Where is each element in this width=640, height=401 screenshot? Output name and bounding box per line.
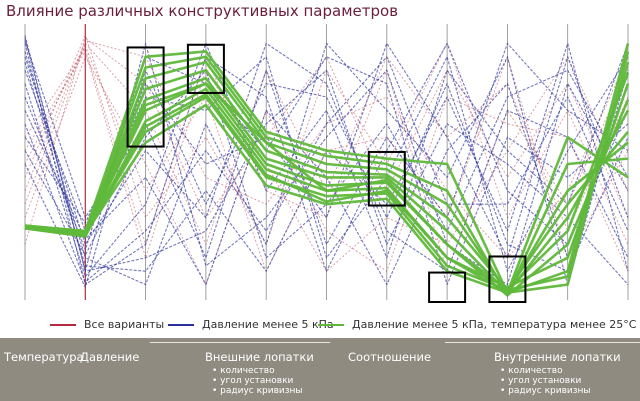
highlight-box: [428, 271, 467, 303]
legend-item-pressure: Давление менее 5 кПа: [168, 318, 334, 331]
legend-swatch-red: [50, 323, 76, 326]
footer-label-inner-blades: Внутренние лопатки: [494, 350, 621, 364]
series-line-all: [24, 48, 629, 272]
legend-label-pressure-temp: Давление менее 5 кПа, температура менее …: [352, 318, 637, 331]
highlight-box: [126, 46, 165, 148]
series-line-pressure-temp: [24, 76, 630, 294]
outer-item-radius: радиус кривизны: [212, 386, 302, 396]
footer-label-outer-blades: Внешние лопатки: [205, 350, 314, 364]
outer-item-count: количество: [212, 366, 303, 376]
legend-item-all: Все варианты: [50, 318, 164, 331]
highlight-boxes-group: [126, 43, 527, 304]
footer-label-ratio: Соотношение: [348, 350, 432, 364]
outer-group-line: [150, 342, 330, 343]
series-line-pressure-temp: [24, 43, 630, 294]
series-line-all: [24, 37, 629, 245]
series-line-pressure: [24, 69, 629, 259]
legend-label-pressure: Давление менее 5 кПа: [202, 318, 334, 331]
series-line-pressure-temp: [24, 60, 629, 294]
footer-label-temperature: Температура: [4, 350, 84, 364]
outer-item-angle: угол установки: [212, 376, 303, 386]
chart-title: Влияние различных конструктивных парамет…: [6, 2, 399, 20]
legend-item-pressure-temp: Давление менее 5 кПа, температура менее …: [318, 318, 636, 331]
series-line-pressure: [24, 56, 629, 272]
series-line-pressure: [24, 40, 629, 259]
legend-swatch-green: [318, 323, 344, 326]
series-line-pressure-temp: [24, 50, 629, 294]
footer-label-pressure: Давление: [80, 350, 140, 364]
series-line-pressure-temp: [24, 55, 629, 297]
series-line-pressure: [24, 37, 629, 285]
series-line-pressure: [24, 42, 629, 286]
series-line-pressure: [24, 42, 629, 272]
series-line-pressure-temp: [24, 68, 629, 292]
parallel-coordinates-chart: [24, 24, 630, 304]
highlight-box: [488, 255, 527, 304]
series-line-all: [24, 42, 629, 245]
inner-item-angle: угол установки: [500, 376, 591, 386]
inner-item-count: количество: [500, 366, 591, 376]
series-line-pressure-temp: [24, 51, 630, 294]
series-line-pressure-temp: [24, 72, 630, 292]
inner-item-radius: радиус кривизны: [500, 386, 590, 396]
highlight-box: [186, 43, 225, 94]
outer-blades-list: количество угол установки радиус кривизн…: [212, 366, 303, 396]
series-line-pressure: [24, 56, 629, 283]
inner-blades-list: количество угол установки радиус кривизн…: [500, 366, 591, 396]
series-line-pressure-temp: [24, 82, 630, 297]
legend: Все варианты Давление менее 5 кПа Давлен…: [0, 312, 640, 338]
series-line-pressure: [24, 42, 629, 286]
green-series-group: [24, 43, 630, 297]
axis-groups-footer: Температура Давление Внешние лопатки кол…: [0, 338, 640, 401]
legend-swatch-blue: [168, 323, 194, 326]
legend-label-all: Все варианты: [84, 318, 165, 331]
inner-group-line: [445, 342, 640, 343]
series-line-pressure: [24, 42, 629, 259]
highlight-box: [367, 150, 406, 207]
